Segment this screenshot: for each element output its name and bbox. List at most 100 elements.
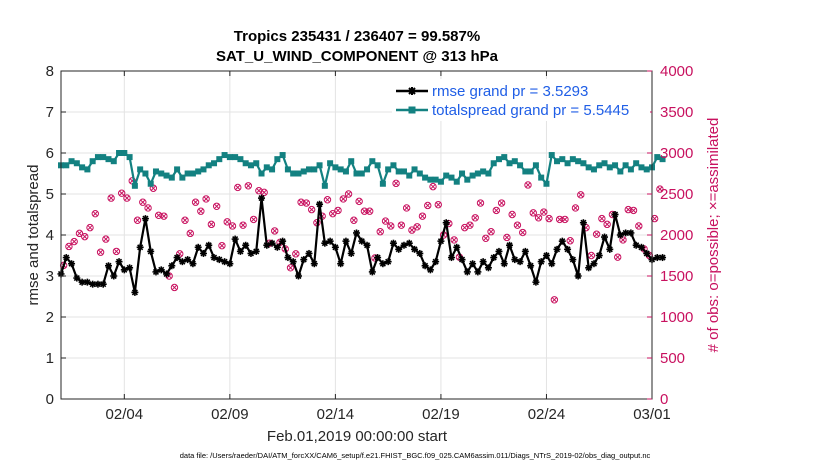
obs-possible-circle — [365, 207, 374, 215]
y-right-tick-label: 1500 — [660, 268, 693, 285]
spread-marker — [601, 160, 608, 167]
rmse-marker-stroke — [590, 260, 598, 267]
obs-count-marker — [519, 228, 527, 237]
obs-assimilated-x — [572, 205, 579, 211]
obs-assimilated-x — [251, 216, 257, 222]
spread-marker — [163, 172, 170, 179]
y-tick-label: 5 — [46, 186, 54, 203]
obs-possible-circle — [524, 181, 532, 189]
chart-title: Tropics 235431 / 236407 = 99.587% — [234, 28, 480, 45]
obs-possible-circle — [297, 198, 305, 206]
obs-assimilated-x — [293, 251, 299, 257]
obs-assimilated-x — [161, 213, 167, 219]
spread-marker — [564, 160, 571, 167]
obs-count-marker — [228, 222, 237, 230]
obs-count-marker — [418, 212, 427, 220]
rmse-marker-stroke — [363, 242, 371, 249]
obs-possible-circle — [376, 228, 384, 236]
rmse-marker — [147, 247, 155, 255]
y-tick-label: 8 — [46, 63, 54, 80]
obs-count-marker — [144, 204, 152, 212]
obs-assimilated-x — [504, 234, 510, 241]
rmse-marker-stroke — [385, 258, 392, 265]
spread-marker — [226, 154, 233, 161]
rmse-marker — [453, 243, 461, 251]
obs-assimilated-x — [625, 207, 631, 213]
rmse-marker-stroke — [305, 250, 313, 257]
obs-possible-circle — [223, 218, 231, 226]
obs-possible-circle — [260, 188, 268, 197]
obs-possible-circle — [429, 182, 437, 191]
obs-possible-circle — [302, 199, 311, 207]
obs-possible-circle — [492, 206, 501, 215]
obs-possible-circle — [228, 222, 237, 230]
obs-assimilated-x — [203, 196, 209, 202]
rmse-marker-stroke — [253, 248, 260, 255]
rmse-marker — [521, 247, 529, 255]
rmse-marker-stroke — [274, 244, 281, 251]
rmse-marker — [68, 260, 76, 268]
obs-assimilated-x — [578, 192, 584, 198]
obs-assimilated-x — [636, 223, 642, 229]
rmse-marker — [574, 272, 582, 280]
obs-possible-circle — [392, 179, 400, 188]
obs-count-marker — [302, 199, 311, 207]
rmse-marker-stroke — [400, 242, 408, 249]
rmse-marker — [527, 262, 535, 270]
rmse-marker-stroke — [622, 229, 629, 237]
rmse-marker — [469, 260, 477, 268]
obs-possible-circle — [112, 247, 121, 256]
obs-assimilated-x — [214, 203, 220, 209]
rmse-marker — [474, 268, 482, 276]
obs-assimilated-x — [346, 191, 352, 197]
obs-count-marker — [487, 228, 495, 236]
obs-assimilated-x — [477, 200, 484, 206]
rmse-marker — [168, 262, 176, 270]
spread-marker — [643, 166, 650, 173]
obs-count-marker — [75, 229, 84, 238]
rmse-marker-stroke — [469, 260, 476, 267]
spread-marker — [279, 152, 286, 159]
obs-assimilated-x — [499, 200, 505, 206]
obs-possible-circle — [418, 212, 427, 220]
rmse-marker — [358, 237, 366, 245]
spread-marker — [585, 164, 592, 171]
rmse-marker — [432, 258, 440, 266]
rmse-marker — [231, 235, 239, 243]
spread-marker — [659, 156, 666, 163]
rmse-marker — [310, 260, 318, 268]
rmse-marker — [421, 262, 429, 270]
y-right-tick-label: 0 — [660, 391, 668, 408]
rmse-marker-stroke — [295, 272, 302, 280]
spread-marker — [295, 170, 302, 177]
spread-marker — [559, 156, 566, 163]
rmse-marker — [659, 254, 667, 262]
rmse-marker — [637, 243, 645, 251]
obs-count-marker — [244, 182, 253, 190]
rmse-marker — [347, 249, 355, 257]
rmse-marker-stroke — [321, 240, 328, 247]
rmse-marker — [516, 258, 524, 266]
spread-marker — [569, 156, 576, 163]
obs-count-marker — [614, 253, 622, 261]
obs-assimilated-x — [630, 207, 637, 213]
rmse-marker-stroke — [205, 242, 212, 249]
spread-marker — [406, 172, 413, 179]
rmse-marker — [252, 247, 260, 255]
obs-possible-circle — [408, 226, 416, 234]
obs-count-marker — [566, 237, 574, 245]
rmse-marker — [506, 241, 514, 249]
obs-count-marker — [239, 221, 247, 229]
rmse-marker-stroke — [279, 238, 286, 245]
rmse-marker — [447, 254, 455, 262]
obs-possible-circle — [329, 209, 337, 218]
obs-count-marker — [408, 226, 416, 234]
obs-count-marker — [592, 230, 601, 238]
rmse-marker — [73, 274, 81, 282]
spread-marker — [385, 166, 392, 173]
obs-assimilated-x — [493, 207, 499, 213]
y-right-tick-label: 3500 — [660, 104, 693, 121]
rmse-marker — [141, 215, 149, 223]
rmse-marker-stroke — [559, 238, 566, 245]
spread-marker — [453, 178, 460, 185]
